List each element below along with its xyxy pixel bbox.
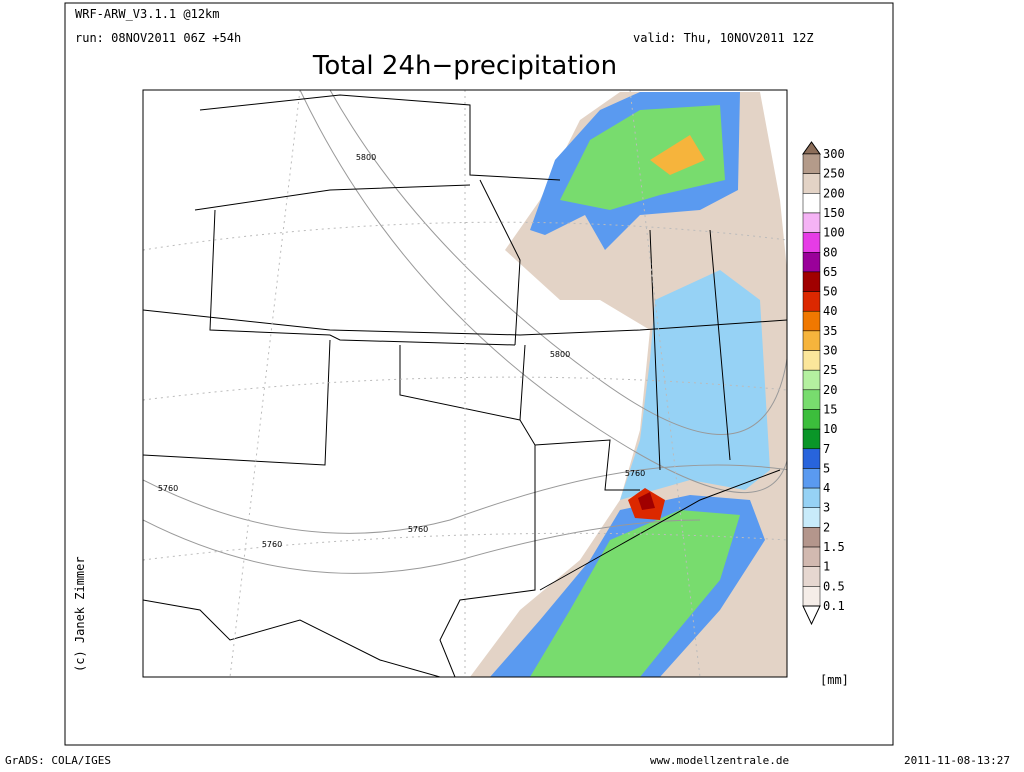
legend-arrow-bottom — [802, 605, 821, 626]
model-label: WRF-ARW_V3.1.1 @12km — [75, 7, 220, 21]
map-area — [143, 90, 787, 677]
legend-swatch — [802, 566, 821, 587]
graticule — [143, 90, 787, 677]
contour-label: 5760 — [158, 484, 178, 493]
legend-swatch — [802, 350, 821, 371]
legend-label: 10 — [823, 422, 837, 436]
legend-label: 40 — [823, 304, 837, 318]
legend-label: 5 — [823, 461, 830, 475]
contour-label: 5760 — [262, 540, 282, 549]
legend-label: 80 — [823, 245, 837, 259]
legend-label: 200 — [823, 186, 845, 200]
legend-label: 250 — [823, 167, 845, 181]
legend-swatch — [802, 586, 821, 607]
footer-left: GrADS: COLA/IGES — [5, 754, 111, 767]
legend-swatch — [802, 527, 821, 548]
legend-label: 0.5 — [823, 579, 845, 593]
legend-swatch — [802, 153, 821, 174]
legend-label: 3 — [823, 501, 830, 515]
legend-label: 2 — [823, 520, 830, 534]
frame — [64, 2, 894, 746]
run-label: run: 08NOV2011 06Z +54h — [75, 31, 241, 45]
legend-swatch — [802, 173, 821, 194]
legend-label: 25 — [823, 363, 837, 377]
legend-swatch — [802, 291, 821, 312]
contour-label: 5800 — [550, 350, 570, 359]
legend-arrow-top — [802, 141, 821, 155]
legend-unit: [mm] — [820, 673, 849, 687]
legend-swatch — [802, 468, 821, 489]
legend-swatch — [802, 232, 821, 253]
valid-label: valid: Thu, 10NOV2011 12Z — [633, 31, 814, 45]
legend-swatch — [802, 212, 821, 233]
legend-label: 35 — [823, 324, 837, 338]
legend-label: 20 — [823, 383, 837, 397]
precip-orange-north — [650, 135, 705, 175]
precip-darkred — [638, 492, 655, 510]
legend-label: 50 — [823, 285, 837, 299]
contour-label: 5760 — [625, 469, 645, 478]
legend-label: 65 — [823, 265, 837, 279]
title: Total 24h−precipitation — [312, 51, 617, 81]
legend-label: 150 — [823, 206, 845, 220]
legend-label: 1 — [823, 560, 830, 574]
contour-label: 5800 — [356, 153, 376, 162]
legend-swatch — [802, 193, 821, 214]
legend-swatch — [802, 252, 821, 273]
legend-label: 7 — [823, 442, 830, 456]
precip-green-south — [530, 510, 740, 677]
legend-swatch — [802, 507, 821, 528]
footer-right: 2011-11-08-13:27 — [904, 754, 1010, 767]
height-contours — [143, 90, 787, 574]
legend-swatch — [802, 546, 821, 567]
legend-label: 100 — [823, 226, 845, 240]
legend-swatch — [802, 389, 821, 410]
copyright: (c) Janek Zimmer — [73, 556, 87, 672]
boundaries — [143, 94, 787, 677]
legend-label: 0.1 — [823, 599, 845, 613]
contour-label: 5760 — [408, 525, 428, 534]
legend-swatch — [802, 310, 821, 332]
legend-label: 30 — [823, 344, 837, 358]
contour-labels: 5800 5800 5760 5760 5760 5760 — [158, 153, 645, 549]
precip-green-north — [560, 105, 725, 210]
map-border — [142, 89, 788, 678]
legend-label: 300 — [823, 147, 845, 161]
legend-label: 4 — [823, 481, 830, 495]
legend-swatch — [802, 330, 821, 351]
footer-center: www.modellzentrale.de — [650, 754, 789, 767]
legend-swatch — [802, 369, 821, 391]
precip-corridor — [620, 270, 770, 500]
legend-swatch — [802, 448, 821, 469]
legend-swatch — [802, 271, 821, 292]
legend: 300 250 200 150 100 80 65 50 40 35 30 25 20 15 10 7 5 4 3 2… — [802, 141, 845, 626]
legend-label: 15 — [823, 402, 837, 416]
legend-swatch — [802, 428, 821, 450]
legend-swatch — [802, 409, 821, 430]
legend-label: 1.5 — [823, 540, 845, 554]
legend-swatch — [802, 487, 821, 508]
